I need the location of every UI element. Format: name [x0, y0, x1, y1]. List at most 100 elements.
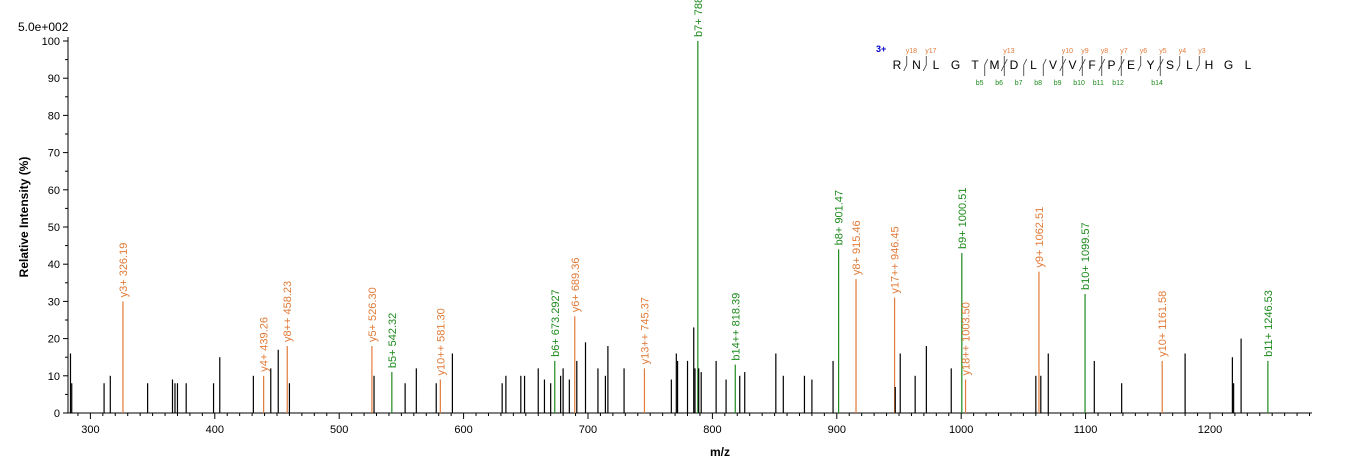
peak-label: y5+ 526.30: [367, 287, 379, 342]
residue: L: [933, 58, 940, 72]
peak-label: y3+ 326.19: [118, 243, 130, 298]
residue: Y: [1146, 58, 1154, 72]
residue: V: [1068, 58, 1076, 72]
x-tick-label: 500: [330, 424, 348, 436]
peak-label: y17++ 946.45: [890, 226, 902, 293]
b-ion-bracket: [1081, 58, 1086, 76]
b-ion-marker: b8: [1034, 80, 1042, 87]
peak-label: b6+ 673.2927: [550, 289, 562, 357]
y-ion-marker: y9: [1081, 48, 1089, 55]
peak-label: y6+ 689.36: [570, 258, 582, 313]
x-tick-label: 400: [206, 424, 224, 436]
intensity-scale-label: 5.0e+002: [18, 20, 69, 34]
residue: L: [1030, 58, 1037, 72]
y-ion-marker: y17: [925, 48, 936, 55]
residue: L: [1186, 58, 1193, 72]
y-tick-label: 10: [48, 371, 60, 383]
residue: N: [912, 58, 921, 72]
y-tick-label: 60: [48, 185, 60, 197]
y-tick-label: 0: [54, 408, 60, 420]
y-ion-marker: y7: [1120, 48, 1128, 55]
peak-label: y10++ 581.30: [435, 308, 447, 375]
x-tick-label: 700: [579, 424, 597, 436]
residue: P: [1107, 58, 1115, 72]
peak-label: y13++ 745.37: [639, 297, 651, 364]
residue: F: [1088, 58, 1095, 72]
residue: R: [893, 58, 902, 72]
b-ion-bracket: [1023, 58, 1028, 76]
b-ion-bracket: [1003, 58, 1008, 76]
peak-label: b11+ 1246.53: [1263, 290, 1275, 357]
y-ion-bracket: [1000, 56, 1005, 72]
y-ion-bracket: [1176, 56, 1181, 72]
x-tick-label: 900: [828, 424, 846, 436]
y-ion-marker: y10: [1062, 48, 1073, 55]
peak-label: b9+ 1000.51: [957, 188, 969, 249]
y-ion-bracket: [1078, 56, 1083, 72]
y-ion-bracket: [1137, 56, 1142, 72]
y-tick-label: 50: [48, 222, 60, 234]
x-tick-label: 1200: [1198, 424, 1222, 436]
x-tick-label: 600: [454, 424, 472, 436]
peak-label: y18++ 1003.50: [961, 302, 973, 375]
x-axis-title: m/z: [710, 445, 730, 459]
b-ion-marker: b9: [1054, 80, 1062, 87]
y-ion-marker: y6: [1140, 48, 1148, 55]
b-ion-bracket: [1062, 58, 1067, 76]
y-tick-label: 80: [48, 110, 60, 122]
residue: G: [951, 58, 960, 72]
peak-label: y8+ 915.46: [851, 220, 863, 275]
peak-label: y4+ 439.26: [259, 317, 271, 372]
charge-state: 3+: [876, 44, 886, 54]
residue: E: [1127, 58, 1135, 72]
y-tick-label: 20: [48, 334, 60, 346]
b-ion-bracket: [984, 58, 989, 76]
y-ion-marker: y8: [1101, 48, 1109, 55]
axes: 0 10 20 30 40 50 60 70 80 90 100 300 400 500 600 700 800…: [42, 36, 1312, 436]
residue: M: [990, 58, 1000, 72]
y-ion-bracket: [1059, 56, 1064, 72]
y-ion-marker: y13: [1003, 48, 1014, 55]
b-ion-marker: b7: [1015, 80, 1023, 87]
b-ion-bracket: [1042, 58, 1047, 76]
residue: D: [1010, 58, 1019, 72]
b-ion-bracket: [1120, 58, 1125, 76]
y-axis-title: Relative Intensity (%): [17, 157, 31, 278]
residue: L: [1245, 58, 1252, 72]
x-tick-label: 1000: [949, 424, 973, 436]
y-ion-bracket: [922, 56, 927, 72]
residue: S: [1166, 58, 1174, 72]
peak-labels: y3+ 326.19 y4+ 439.26 y8++ 458.23 y5+ 526.3…: [118, 0, 1275, 376]
peak-label: b8+ 901.47: [834, 190, 846, 245]
peak-label: y9+ 1062.51: [1034, 207, 1046, 268]
b-ion-marker: b12: [1112, 80, 1124, 87]
x-tick-label: 300: [81, 424, 99, 436]
y-tick-label: 40: [48, 259, 60, 271]
peak-label: b10+ 1099.57: [1080, 222, 1092, 290]
residue: H: [1205, 58, 1214, 72]
y-ion-marker: y5: [1159, 48, 1167, 55]
b-ion-marker: b10: [1073, 80, 1085, 87]
y-tick-label: 30: [48, 296, 60, 308]
y-ion-bracket: [1117, 56, 1122, 72]
residue: G: [1224, 58, 1233, 72]
y-ion-bracket: [1098, 56, 1103, 72]
y-tick-label: 90: [48, 73, 60, 85]
b-ion-marker: b6: [995, 80, 1003, 87]
peak-label: b7+ 788.30: [693, 0, 705, 37]
peak-label: b5+ 542.32: [387, 313, 399, 368]
y-ion-marker: y3: [1198, 48, 1206, 55]
x-tick-label: 800: [703, 424, 721, 436]
b-ion-marker: b11: [1093, 80, 1104, 87]
b-ion-marker: b14: [1151, 80, 1163, 87]
residue: V: [1049, 58, 1057, 72]
x-tick-label: 1100: [1074, 424, 1098, 436]
peaks: [69, 41, 1269, 413]
peak-label: b14++ 818.39: [730, 293, 742, 361]
peak-label: y10+ 1161.58: [1157, 291, 1169, 357]
y-tick-label: 100: [42, 36, 60, 48]
residue: T: [971, 58, 979, 72]
y-ion-marker: y18: [906, 48, 917, 55]
